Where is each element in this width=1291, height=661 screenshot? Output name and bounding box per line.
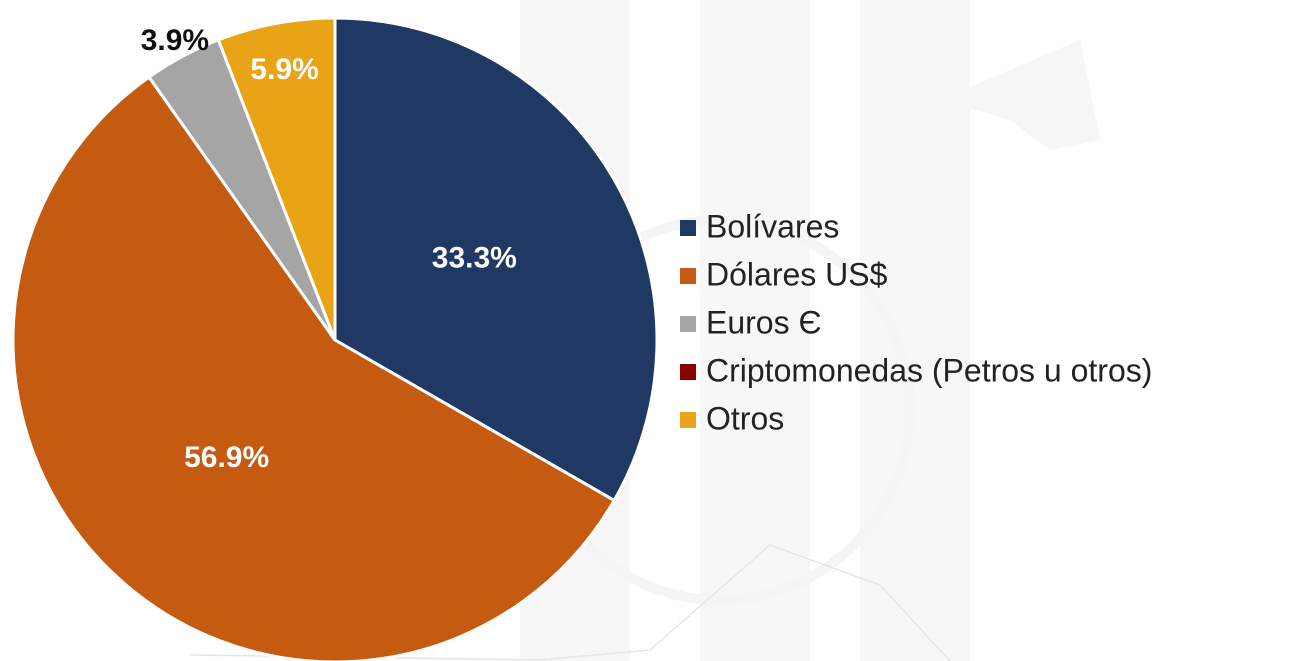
data-label: 33.3%: [432, 241, 517, 274]
data-label: 5.9%: [250, 53, 318, 86]
legend-label: Bolívares: [706, 208, 839, 244]
legend-label: Dólares US$: [706, 256, 888, 292]
chart: 33.3% 56.9% 3.9% 5.9% Bolívares Dólares US$ E…: [0, 0, 1291, 661]
data-label: 3.9%: [141, 24, 209, 57]
page: 33.3% 56.9% 3.9% 5.9% Bolívares Dólares US$ E…: [0, 0, 1291, 661]
legend-label: Euros Є: [706, 304, 821, 340]
legend-swatch: [680, 412, 696, 428]
legend-swatch: [680, 364, 696, 380]
data-label: 56.9%: [184, 441, 269, 474]
legend-swatch: [680, 316, 696, 332]
pie: 33.3% 56.9% 3.9% 5.9%: [13, 18, 657, 661]
legend-label: Criptomonedas (Petros u otros): [706, 352, 1152, 388]
legend-swatch: [680, 220, 696, 236]
legend-label: Otros: [706, 400, 784, 436]
legend-swatch: [680, 268, 696, 284]
